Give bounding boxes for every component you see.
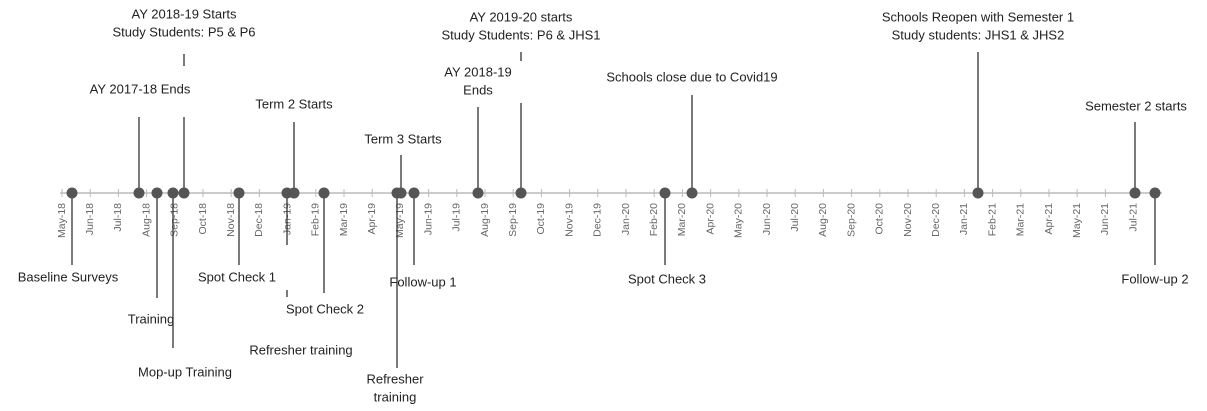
month-label: Jan-21 <box>958 203 970 235</box>
month-label: Nov-19 <box>563 203 575 237</box>
event-label: Mop-up Training <box>138 364 232 379</box>
event-label: Follow-up 1 <box>389 274 456 289</box>
month-label: Sep-20 <box>845 203 857 237</box>
event-dot <box>659 187 671 199</box>
month-label: Dec-20 <box>930 203 942 237</box>
event-label: Schools close due to Covid19 <box>606 69 777 84</box>
event-dot <box>1129 187 1141 199</box>
month-label: Dec-19 <box>592 203 604 237</box>
event-label: Study students: JHS1 & JHS2 <box>892 27 1065 42</box>
event-label: Study Students: P5 & P6 <box>112 24 255 39</box>
event-label: Spot Check 2 <box>286 301 364 316</box>
event-dot <box>515 187 527 199</box>
event-label: Schools Reopen with Semester 1 <box>882 9 1074 24</box>
month-label: Apr-19 <box>366 203 378 235</box>
event-label: AY 2018-19 <box>444 64 511 79</box>
event-dot <box>972 187 984 199</box>
month-label: Jul-19 <box>451 203 463 232</box>
event-label: Follow-up 2 <box>1121 271 1188 286</box>
month-label: Jun-19 <box>422 203 434 235</box>
month-label: Mar-21 <box>1015 203 1027 236</box>
month-label: Feb-21 <box>986 203 998 236</box>
event-label: Term 3 Starts <box>364 131 442 146</box>
month-label: Mar-20 <box>676 203 688 236</box>
month-label: Feb-19 <box>310 203 322 236</box>
event-dot <box>1149 187 1161 199</box>
month-label: Jun-18 <box>84 203 96 235</box>
month-label: May-19 <box>394 203 406 238</box>
month-label: May-21 <box>1071 203 1083 238</box>
event-dot <box>318 187 330 199</box>
event-label: Spot Check 3 <box>628 271 706 286</box>
event-dot <box>233 187 245 199</box>
month-label: Oct-18 <box>197 203 209 235</box>
month-label: Sep-19 <box>507 203 519 237</box>
month-label: Aug-19 <box>479 203 491 237</box>
month-label: Oct-19 <box>535 203 547 235</box>
month-label: Jan-20 <box>620 203 632 235</box>
event-label: Semester 2 starts <box>1085 98 1187 113</box>
month-label: Nov-20 <box>902 203 914 237</box>
event-label: training <box>374 389 417 404</box>
month-label: Sep-18 <box>169 203 181 237</box>
month-label: Dec-18 <box>253 203 265 237</box>
event-dot <box>133 187 145 199</box>
event-label: Term 2 Starts <box>255 96 333 111</box>
event-dot <box>66 187 78 199</box>
month-label: Jul-18 <box>112 203 124 232</box>
event-label: Training <box>128 311 174 326</box>
month-label: Mar-19 <box>338 203 350 236</box>
month-label: Aug-18 <box>140 203 152 237</box>
event-dot <box>472 187 484 199</box>
month-label: Oct-20 <box>874 203 886 235</box>
event-dot <box>408 187 420 199</box>
event-label: Study Students: P6 & JHS1 <box>442 27 601 42</box>
month-label: Aug-20 <box>817 203 829 237</box>
event-dot <box>151 187 163 199</box>
month-label: Jun-21 <box>1099 203 1111 235</box>
event-dot <box>686 187 698 199</box>
event-dot <box>167 187 179 199</box>
event-label: Ends <box>463 82 493 97</box>
month-label: Nov-18 <box>225 203 237 237</box>
event-dot <box>281 187 293 199</box>
month-label: Jul-20 <box>789 203 801 232</box>
event-label: AY 2018-19 Starts <box>131 6 237 21</box>
event-label: Spot Check 1 <box>198 269 276 284</box>
event-label: Refresher training <box>249 342 352 357</box>
month-label: Jun-20 <box>761 203 773 235</box>
month-label: Apr-20 <box>704 203 716 235</box>
event-label: Baseline Surveys <box>18 269 119 284</box>
event-label: AY 2017-18 Ends <box>90 81 191 96</box>
month-label: Feb-20 <box>648 203 660 236</box>
event-dot <box>178 187 190 199</box>
month-label: Jul-21 <box>1127 203 1139 232</box>
month-label: May-20 <box>733 203 745 238</box>
month-label: May-18 <box>56 203 68 238</box>
event-label: Refresher <box>366 371 424 386</box>
month-label: Apr-21 <box>1043 203 1055 235</box>
event-label: AY 2019-20 starts <box>470 9 573 24</box>
event-dot <box>391 187 403 199</box>
